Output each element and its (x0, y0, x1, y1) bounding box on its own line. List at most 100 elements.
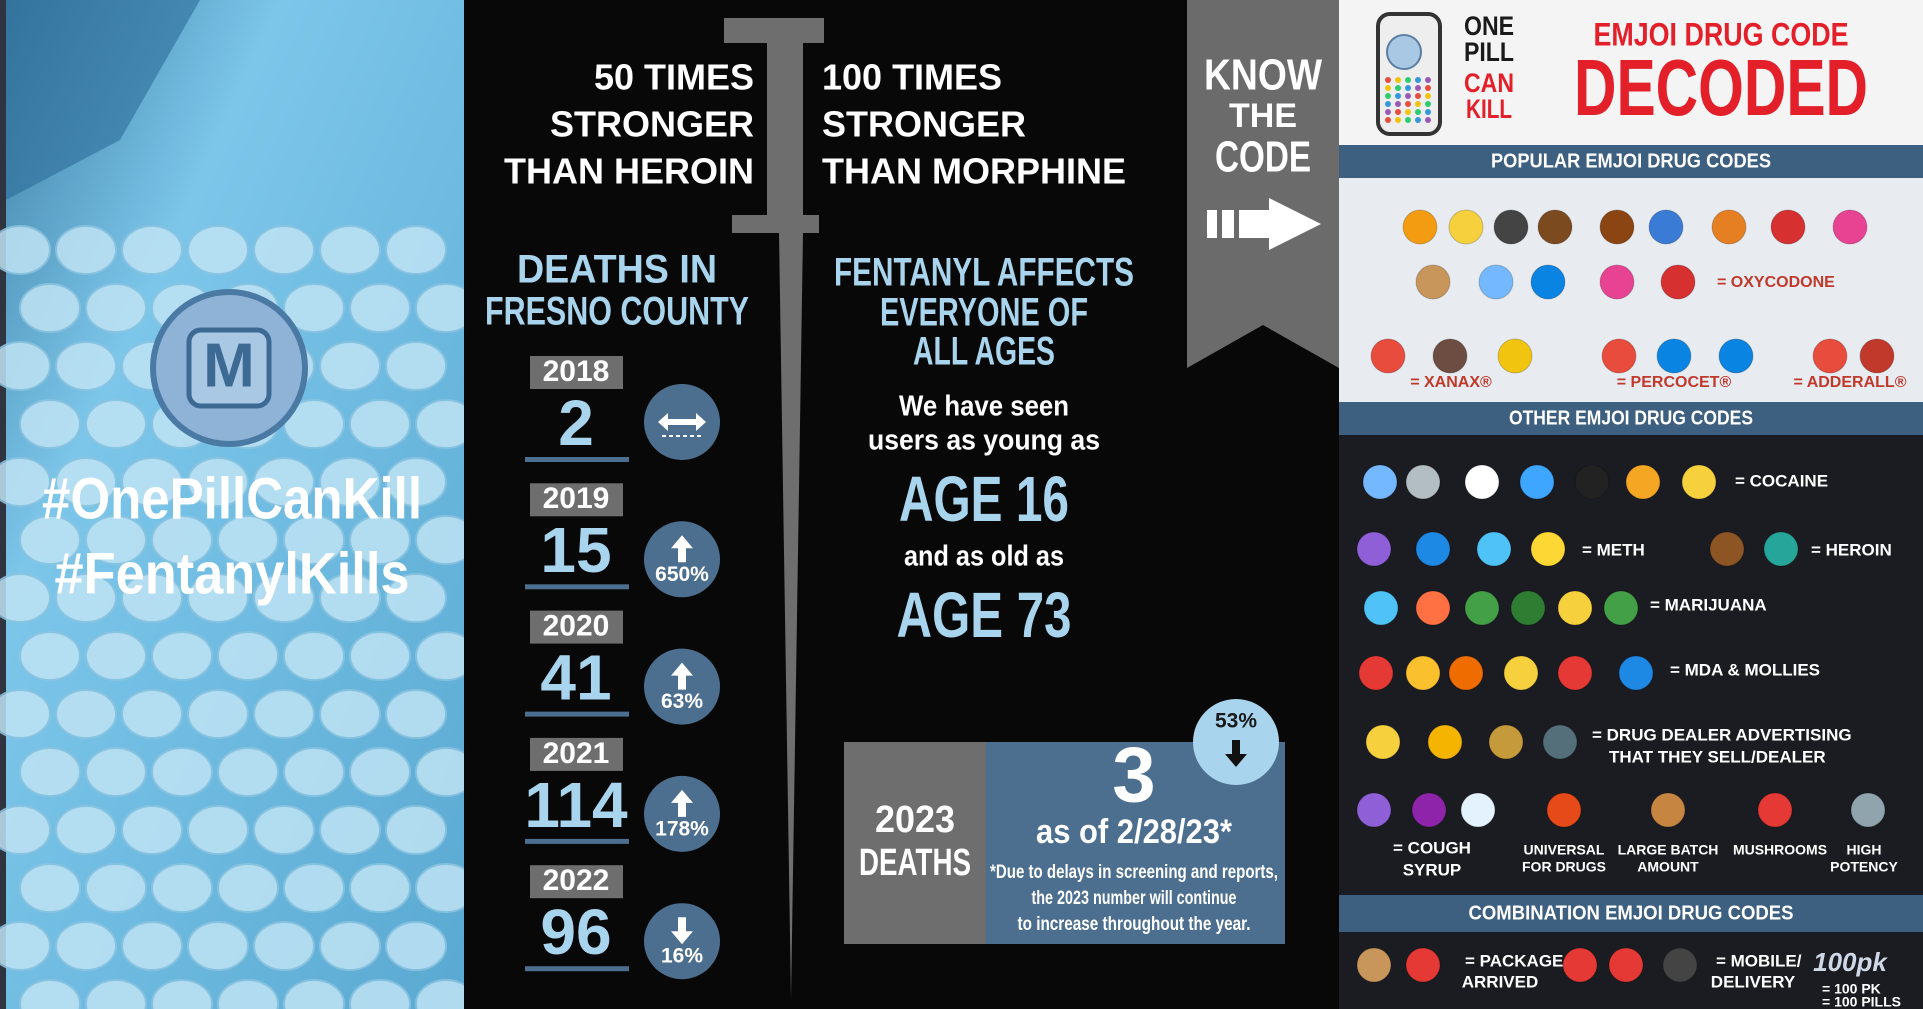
code-label: = ADDERALL® (1794, 374, 1907, 391)
pill-shape (187, 689, 249, 739)
pill-shape (187, 225, 249, 275)
emoji-icons (1356, 209, 1895, 983)
pill-shape (385, 341, 447, 391)
emoji-icon (1503, 655, 1539, 691)
code-label: = METH (1582, 540, 1645, 559)
emoji-icon (1625, 464, 1661, 500)
phone-dot (1405, 93, 1411, 99)
underline (525, 966, 629, 972)
age-old: AGE 73 (897, 579, 1072, 651)
phone-dot (1415, 117, 1421, 123)
emoji-icon (1562, 947, 1598, 983)
emoji-icon (1488, 724, 1524, 760)
death-count: 114 (524, 769, 628, 841)
phone-dot (1385, 85, 1391, 91)
ages-title: FENTANYL AFFECTS (834, 251, 1134, 295)
code-label: = MARIJUANA (1650, 595, 1767, 614)
pill-shape (85, 283, 147, 333)
emoji-icon (1542, 724, 1578, 760)
emoji-icon (1415, 590, 1451, 626)
footnote: *Due to delays in screening and reports, (990, 862, 1278, 883)
strength-text: THAN HEROIN (504, 151, 754, 192)
emoji-icon (1757, 792, 1793, 828)
caption: FOR DRUGS (1522, 859, 1606, 875)
phone-dot (1425, 109, 1431, 115)
emoji-icon (1519, 464, 1555, 500)
pill-shape (349, 399, 411, 449)
pill-shape (19, 747, 81, 797)
emoji-icon (1427, 724, 1463, 760)
emoji-icon (1832, 209, 1868, 245)
code-label: THAT THEY SELL/DEALER (1609, 747, 1826, 766)
emoji-icon (1599, 264, 1635, 300)
caption: = COUGH (1393, 838, 1471, 857)
change-label: 16% (661, 945, 703, 968)
pill-shape (151, 863, 213, 913)
emoji-icon (1850, 792, 1886, 828)
pill-shape (151, 979, 213, 1009)
section-title: COMBINATION EMJOI DRUG CODES (1469, 902, 1794, 924)
pill-shape (385, 805, 447, 855)
pill-shape (0, 689, 51, 739)
pill-shape (19, 863, 81, 913)
strength-text: 100 TIMES (822, 57, 1002, 98)
pill-shape (385, 457, 447, 507)
pill-shape (253, 457, 315, 507)
phone-dot (1415, 109, 1421, 115)
pill-shape (0, 805, 51, 855)
emoji-icon (1530, 531, 1566, 567)
ages-text: We have seen (899, 391, 1069, 423)
emoji-icon (1405, 464, 1441, 500)
section-bar (1339, 402, 1923, 435)
emoji-icon (1859, 338, 1895, 374)
pill-shape (19, 631, 81, 681)
pill-shape (187, 805, 249, 855)
death-count: 96 (540, 896, 611, 968)
emoji-icon (1763, 531, 1799, 567)
phone-dot (1425, 117, 1431, 123)
pill-shape (253, 573, 315, 623)
pill-shape (319, 457, 381, 507)
pill-shape (253, 921, 315, 971)
death-count: 2 (558, 387, 594, 459)
year-box (530, 865, 623, 899)
up-arrow (671, 662, 693, 690)
emoji-icon (1432, 338, 1468, 374)
phone-dot (1425, 77, 1431, 83)
phone-dot (1395, 85, 1401, 91)
emoji-icon (1493, 209, 1529, 245)
pill-shape (55, 341, 117, 391)
emoji-icon (1557, 655, 1593, 691)
deaths-2023-date: as of 2/28/23* (1036, 813, 1233, 851)
pill-shape (217, 863, 279, 913)
logo-letter: M (203, 331, 255, 400)
phone-dot (1385, 117, 1391, 123)
phone-dot (1425, 93, 1431, 99)
pk-icon: 100pk (1813, 947, 1888, 977)
know-banner (1187, 0, 1339, 368)
section-title: POPULAR EMJOI DRUG CODES (1491, 150, 1771, 172)
underline (525, 711, 629, 717)
code-label: = 100 PK (1822, 981, 1881, 997)
dagger (724, 18, 824, 1000)
code-label: = HEROIN (1811, 540, 1892, 559)
phone-dot (1405, 85, 1411, 91)
underline (525, 838, 629, 844)
emoji-icon (1358, 655, 1394, 691)
phone-dot (1405, 117, 1411, 123)
emoji-icon (1603, 590, 1639, 626)
pill-shape (121, 225, 183, 275)
pill-shape (319, 225, 381, 275)
pill-shape (349, 979, 411, 1009)
emoji-icon (1478, 264, 1514, 300)
pill-shape (19, 283, 81, 333)
pill-shape (349, 283, 411, 333)
emoji-icon (1770, 209, 1806, 245)
up-arrow (671, 789, 693, 817)
pill-text: KILL (1466, 94, 1512, 124)
code-label: ARRIVED (1462, 972, 1539, 991)
emoji-icon (1530, 264, 1566, 300)
emoji-icon (1812, 338, 1848, 374)
pill-shape (319, 805, 381, 855)
decoded-title: EMJOI DRUG CODE (1594, 16, 1849, 52)
